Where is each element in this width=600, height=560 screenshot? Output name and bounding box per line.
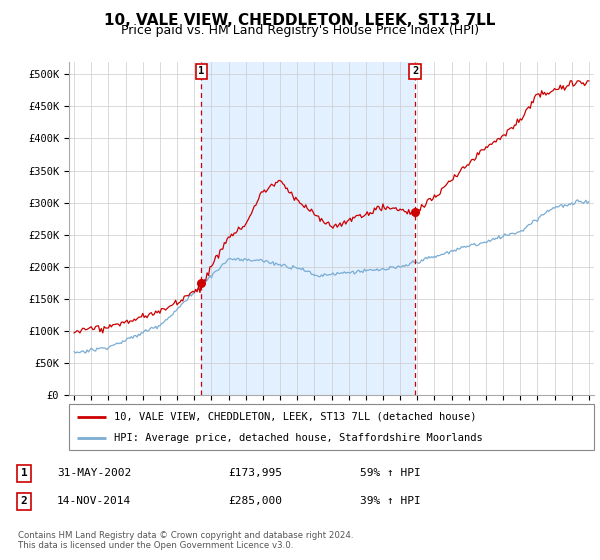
Text: 14-NOV-2014: 14-NOV-2014 <box>57 496 131 506</box>
Text: 10, VALE VIEW, CHEDDLETON, LEEK, ST13 7LL: 10, VALE VIEW, CHEDDLETON, LEEK, ST13 7L… <box>104 13 496 28</box>
Text: Price paid vs. HM Land Registry's House Price Index (HPI): Price paid vs. HM Land Registry's House … <box>121 24 479 37</box>
Text: £173,995: £173,995 <box>228 468 282 478</box>
Text: 1: 1 <box>20 468 28 478</box>
Bar <box>202 62 415 395</box>
Text: 31-MAY-2002: 31-MAY-2002 <box>57 468 131 478</box>
Text: 10, VALE VIEW, CHEDDLETON, LEEK, ST13 7LL (detached house): 10, VALE VIEW, CHEDDLETON, LEEK, ST13 7L… <box>113 412 476 422</box>
Text: 59% ↑ HPI: 59% ↑ HPI <box>360 468 421 478</box>
Text: 1: 1 <box>199 66 205 76</box>
Text: £285,000: £285,000 <box>228 496 282 506</box>
Text: 2: 2 <box>20 496 28 506</box>
Text: 39% ↑ HPI: 39% ↑ HPI <box>360 496 421 506</box>
Text: Contains HM Land Registry data © Crown copyright and database right 2024.
This d: Contains HM Land Registry data © Crown c… <box>18 531 353 550</box>
Text: 2: 2 <box>412 66 418 76</box>
FancyBboxPatch shape <box>69 404 594 450</box>
Text: HPI: Average price, detached house, Staffordshire Moorlands: HPI: Average price, detached house, Staf… <box>113 433 482 443</box>
